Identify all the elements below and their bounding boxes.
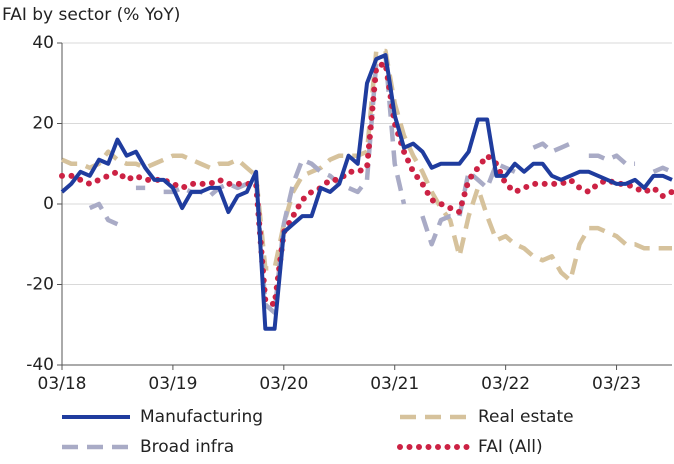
y-tick-label: 40 [32,33,54,53]
series-line [88,52,673,315]
series-line [59,60,674,308]
legend-label: Real estate [478,407,574,427]
x-tick-label: 03/19 [148,374,197,394]
chart-title: FAI by sector (% YoY) [2,5,180,25]
x-tick-label: 03/21 [370,374,419,394]
x-tick-label: 03/23 [592,374,641,394]
y-tick-label: 0 [43,194,54,214]
x-tick-label: 03/22 [481,374,530,394]
legend-label: FAI (All) [478,437,543,457]
x-tick-label: 03/18 [38,374,87,394]
y-tick-label: 20 [32,114,54,134]
x-tick-label: 03/20 [259,374,308,394]
legend-label: Manufacturing [140,407,263,427]
y-tick-label: -20 [26,275,54,295]
y-tick-label: -40 [26,355,54,375]
legend-label: Broad infra [140,437,234,457]
series-line [60,53,673,331]
